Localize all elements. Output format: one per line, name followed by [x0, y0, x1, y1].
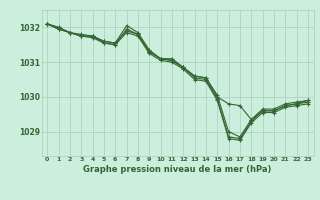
X-axis label: Graphe pression niveau de la mer (hPa): Graphe pression niveau de la mer (hPa): [84, 165, 272, 174]
